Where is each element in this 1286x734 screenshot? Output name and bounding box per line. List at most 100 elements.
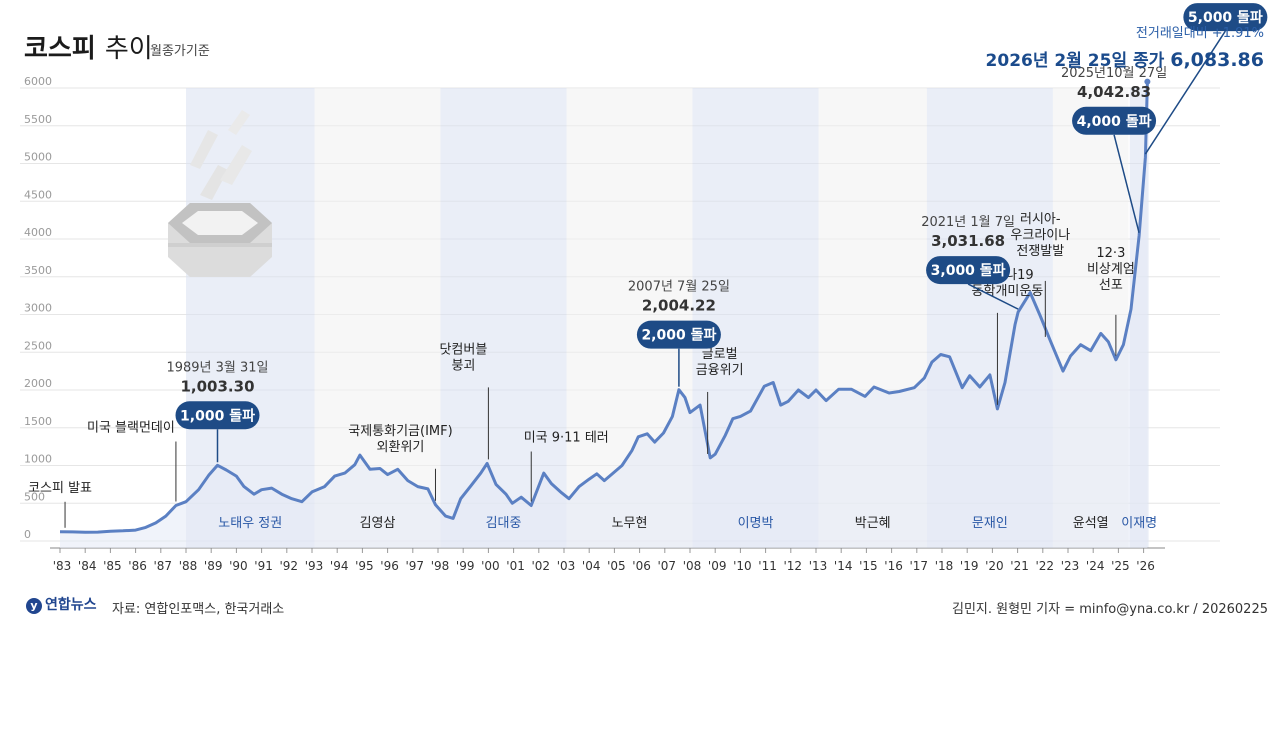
area-fill [60,81,1148,548]
milestone-badge [1072,106,1157,135]
kospi-area [60,81,1148,548]
milestone-value: 3,031.68 [931,232,1005,250]
administration-label: 이명박 [738,516,774,531]
x-tick-label: '84 [78,559,97,573]
x-tick-label: '99 [456,559,475,573]
milestone-badge [1183,3,1268,32]
x-tick-label: '12 [784,559,803,573]
x-tick-label: '19 [960,559,979,573]
administration-label: 김영삼 [360,516,396,531]
milestone-value: 1,003.30 [180,377,254,395]
annotation-label: 선포 [1099,278,1123,293]
milestone-date: 2025년10월 27일 [1061,66,1167,81]
milestone-badge [926,256,1011,285]
annotation-label: 외환위기 [377,440,425,455]
administration-label: 이재명 [1121,516,1157,531]
milestone-leader [1113,134,1140,233]
administration-label: 노무현 [612,516,648,531]
milestone-date: 2007년 7월 25일 [628,280,730,295]
x-tick-label: '18 [935,559,954,573]
annotation-label: 닷컴버블 [439,342,487,357]
x-tick-label: '10 [733,559,752,573]
x-tick-label: '90 [229,559,248,573]
title-bold: 코스피 [24,34,96,64]
x-tick-label: '01 [506,559,525,573]
current-value: 6,083.86 [1170,49,1264,71]
current-close: 2026년 2월 25일 종가 6,083.86 [986,46,1264,71]
x-tick-label: '16 [884,559,903,573]
milestone-badge-label: 2,000 돌파 [641,328,716,344]
annotation-label: 글로벌 [702,347,738,362]
milestone-date: 1989년 3월 31일 [166,360,268,375]
milestone-badge-label: 4,000 돌파 [1077,114,1152,130]
x-tick-label: '83 [53,559,72,573]
x-tick-label: '20 [985,559,1004,573]
band-blue [186,88,315,548]
x-tick-label: '06 [632,559,651,573]
milestone-date: 2021년 1월 7일 [921,215,1015,230]
annotation-label: 국제통화기금(IMF) [348,424,452,439]
annotation-label: 코스피 발표 [28,481,92,496]
credit-note: 김민지. 원형민 기자 = minfo@yna.co.kr / 20260225 [951,602,1268,617]
y-tick-label: 2000 [24,377,52,390]
administration-labels: 노태우 정권 김영삼 김대중 노무현 이명박 박근혜 문재인 윤석열 이재명 [218,516,1157,531]
y-tick-label: 4000 [24,226,52,239]
milestone-badge-label: 3,000 돌파 [931,263,1006,279]
band-blue [440,88,567,548]
chart-subtitle: 월종가기준 [150,44,210,59]
annotation-label: 12·3 [1096,246,1125,261]
kospi-series-line [59,81,1149,534]
milestone-badge [636,320,721,349]
x-tick-label: '21 [1010,559,1029,573]
milestone-badge-label: 1,000 돌파 [180,408,255,424]
x-tick-label: '07 [658,559,677,573]
x-tick-label: '24 [1086,559,1105,573]
administration-label: 노태우 정권 [218,516,282,531]
yonhap-logo: y 연합뉴스 [26,594,97,614]
x-tick-label: '04 [582,559,601,573]
annotation-label: 러시아- [1020,212,1061,227]
ballot-box-illustration [168,110,272,277]
x-tick-label: '26 [1136,559,1155,573]
x-tick-label: '95 [355,559,374,573]
x-tick-label: '91 [254,559,273,573]
annotation-label: 미국 블랙먼데이 [87,421,175,436]
x-tick-label: '02 [532,559,551,573]
administration-label: 윤석열 [1073,516,1109,531]
x-tick-label: '85 [103,559,122,573]
milestone-value: 2,004.22 [642,297,716,315]
x-tick-label: '94 [330,559,349,573]
administration-label: 김대중 [486,516,522,531]
current-date-label: 2026년 2월 25일 종가 [985,51,1165,71]
y-tick-label: 0 [24,528,31,541]
x-tick-label: '23 [1061,559,1080,573]
annotation-label: 전쟁발발 [1016,244,1064,259]
y-tick-label: 1000 [24,453,52,466]
annotation-label: 비상계엄 [1087,262,1135,277]
x-tick-label: '00 [481,559,500,573]
administration-label: 문재인 [972,516,1008,531]
y-tick-label: 5000 [24,151,52,164]
milestone-callouts: 1,000 돌파 1,003.30 1989년 3월 31일 2,000 돌파 2,00… [166,3,1268,463]
y-tick-label: 1500 [24,415,52,428]
y-tick-label: 3000 [24,302,52,315]
x-tick-label: '11 [758,559,777,573]
annotation-label: 금융위기 [696,363,744,378]
milestone-leader [1144,30,1226,155]
x-tick-label: '25 [1111,559,1130,573]
x-tick-label: '15 [859,559,878,573]
yonhap-logo-mark: y [26,598,42,614]
x-tick-label: '97 [406,559,425,573]
x-tick-label: '22 [1036,559,1055,573]
x-tick-label: '89 [204,559,223,573]
x-tick-label: '96 [380,559,399,573]
current-point [1144,78,1151,85]
x-tick-label: '92 [280,559,299,573]
logo-text: 연합뉴스 [45,597,97,613]
y-tick-label: 4500 [24,188,52,201]
chart-title: 코스피 추이 [24,28,153,65]
administration-label: 박근혜 [855,516,891,531]
milestone-value: 4,042.83 [1077,83,1151,101]
y-tick-label: 500 [24,490,45,503]
kospi-line [59,81,1149,534]
